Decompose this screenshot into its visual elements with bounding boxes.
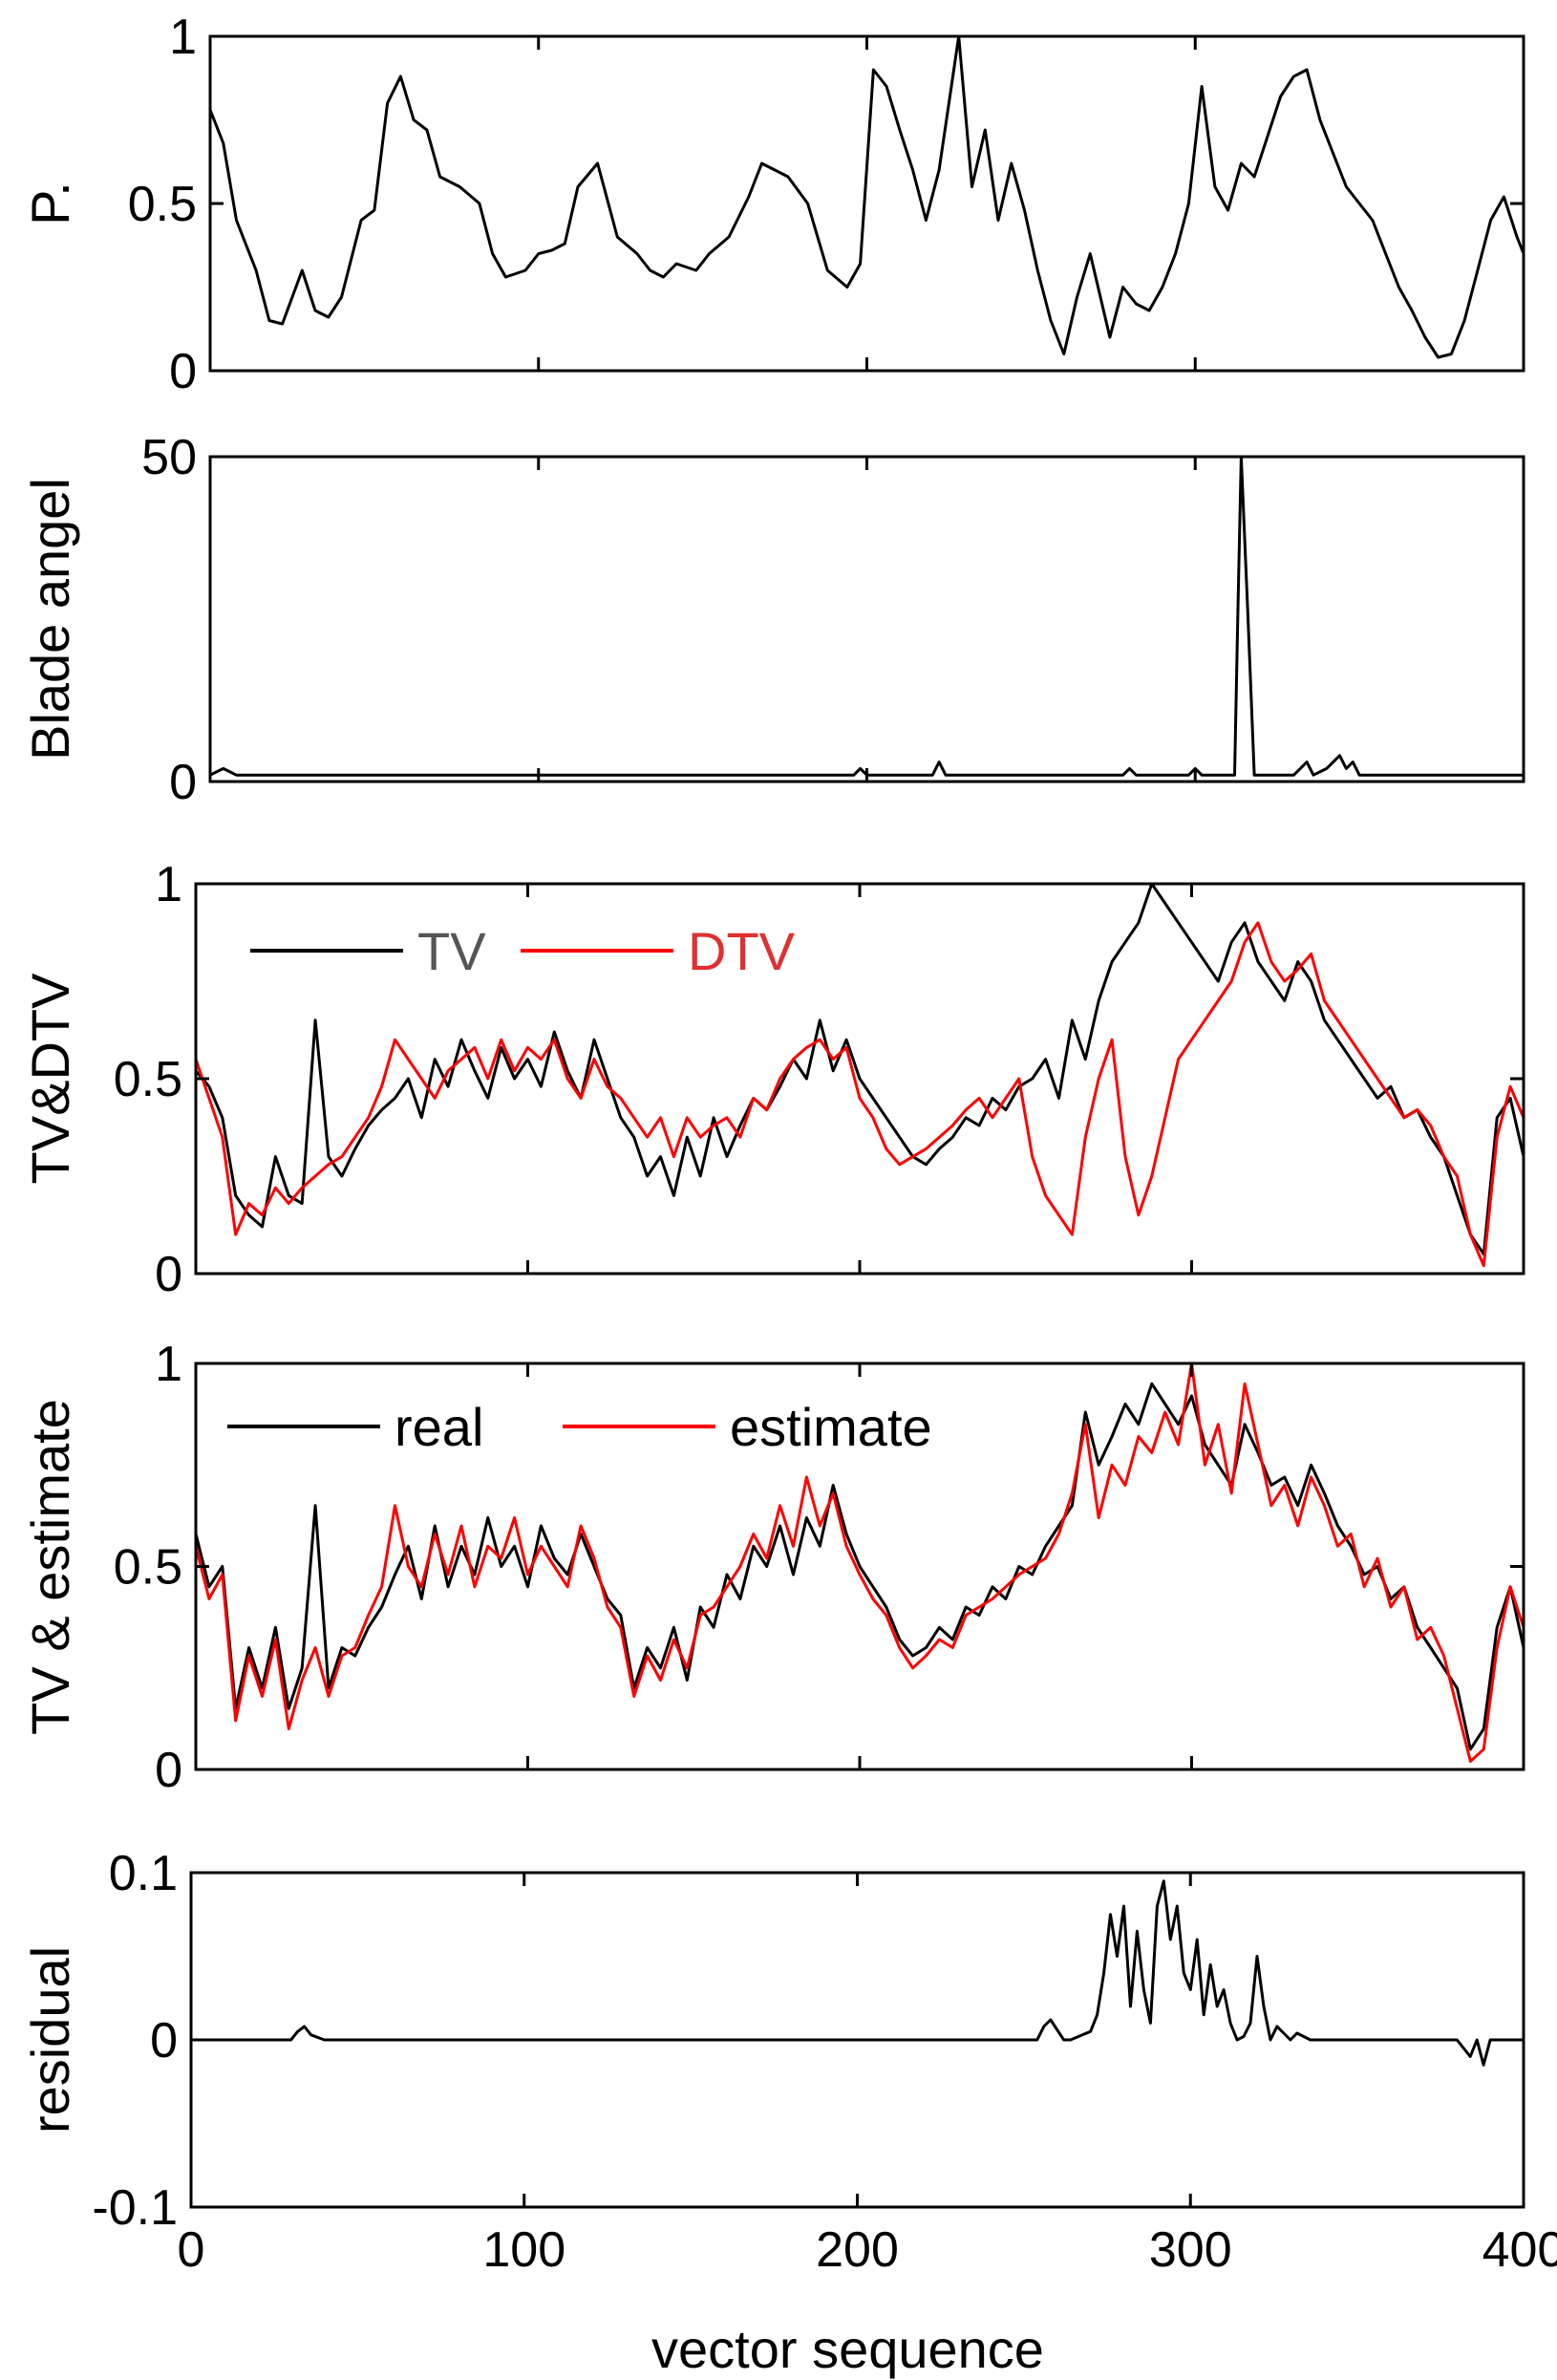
legend-label: estimate <box>730 1397 932 1457</box>
series-line-estimate <box>194 1362 1525 1763</box>
chart-panel-1: 0 0.5 1 P. <box>20 10 1525 399</box>
y-axis-title: TV & estimate <box>20 1399 80 1735</box>
series-line-residual <box>191 1879 1524 2067</box>
x-tick-label: 200 <box>816 2222 899 2278</box>
chart-panels: 0 0.5 1 P. 0 50 Blade angel 0 0.5 1 TV&DTV TV DTV 0 0.… <box>20 10 1557 2379</box>
series-line-blade-angel <box>209 455 1524 777</box>
x-tick-label: 400 <box>1482 2222 1557 2278</box>
series-line-p <box>208 34 1525 359</box>
legend-label: DTV <box>688 921 796 981</box>
y-tick-label: 0 <box>155 1247 182 1302</box>
chart-panel-4: 0 0.5 1 TV & estimate real estimate <box>20 1337 1525 1798</box>
y-tick-label: 1 <box>155 1337 182 1392</box>
y-tick-label: 0 <box>169 755 197 810</box>
series-line-tv <box>194 882 1525 1256</box>
y-tick-label: 1 <box>155 857 182 912</box>
legend-label: TV <box>417 921 486 981</box>
legend-label: real <box>395 1397 483 1457</box>
x-tick-label: 0 <box>178 2222 205 2278</box>
y-tick-label: 0 <box>150 2013 178 2069</box>
y-tick-label: 0.5 <box>114 1052 182 1107</box>
y-axis-title: Blade angel <box>20 478 80 761</box>
y-tick-label: 0 <box>169 344 197 399</box>
y-tick-label: 0.1 <box>109 1846 178 1901</box>
y-axis-title: P. <box>20 182 80 225</box>
x-axis-title: vector sequence <box>651 2319 1044 2379</box>
plot-frame <box>208 455 1525 783</box>
y-tick-label: -0.1 <box>92 2180 178 2236</box>
y-tick-label: 0 <box>155 1743 182 1798</box>
y-axis-title: residual <box>20 1946 80 2133</box>
chart-panel-3: 0 0.5 1 TV&DTV TV DTV <box>20 857 1525 1302</box>
x-tick-label: 100 <box>482 2222 565 2278</box>
series-line-dtv <box>194 921 1525 1268</box>
y-tick-label: 1 <box>169 10 197 65</box>
plot-frame <box>208 34 1525 373</box>
y-axis-title: TV&DTV <box>20 973 80 1185</box>
y-tick-label: 0.5 <box>128 177 197 232</box>
x-tick-label: 300 <box>1149 2222 1232 2278</box>
chart-panel-2: 0 50 Blade angel <box>20 430 1525 810</box>
y-tick-label: 50 <box>141 430 197 485</box>
y-tick-label: 0.5 <box>114 1540 182 1596</box>
